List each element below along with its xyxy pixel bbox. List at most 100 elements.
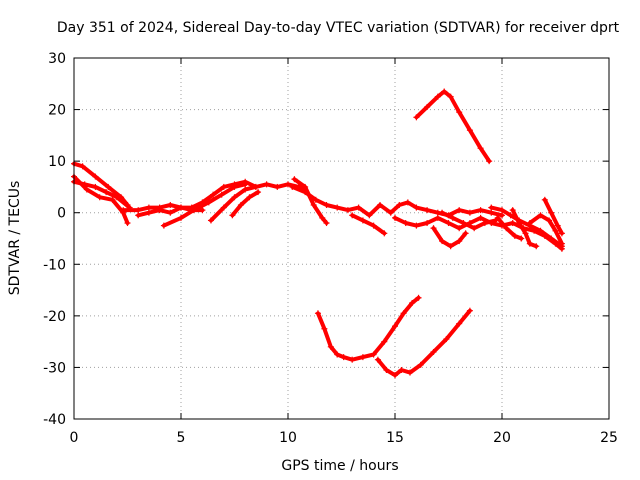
series-line	[542, 197, 564, 236]
series-arc-3	[71, 178, 133, 211]
series-arc-21	[314, 294, 422, 363]
data-point	[477, 207, 484, 214]
series-arc-9	[291, 176, 330, 227]
data-point	[406, 369, 413, 376]
data-point	[558, 240, 565, 247]
data-point	[413, 222, 420, 229]
series-line	[489, 205, 564, 249]
x-tick-label: 0	[70, 430, 79, 446]
data-point	[374, 356, 381, 363]
data-point	[366, 212, 373, 219]
data-point	[537, 212, 544, 219]
data-point	[477, 214, 484, 221]
series-arc-19	[541, 196, 565, 237]
y-tick-label: -20	[43, 309, 66, 325]
data-point	[522, 230, 529, 237]
data-point	[92, 173, 99, 180]
data-point	[445, 220, 452, 227]
grid-lines	[74, 58, 609, 419]
data-point	[424, 220, 431, 227]
data-point	[443, 336, 450, 343]
series-arc-11	[349, 212, 388, 237]
series-arc-13	[430, 225, 469, 250]
data-point	[220, 183, 227, 190]
data-point	[456, 225, 463, 232]
y-tick-label: 0	[57, 206, 66, 222]
data-point	[312, 196, 319, 203]
data-point	[402, 220, 409, 227]
data-point	[199, 207, 206, 214]
plot-frame	[73, 57, 610, 420]
y-axis-label: SDTVAR / TECUs	[7, 181, 23, 296]
axis-ticks	[73, 57, 610, 420]
data-point	[488, 209, 495, 216]
data-point	[135, 212, 142, 219]
data-point	[554, 222, 561, 229]
y-tick-label: -30	[43, 360, 66, 376]
data-point	[344, 207, 351, 214]
data-point	[466, 209, 473, 216]
data-point	[319, 214, 326, 221]
data-point	[456, 238, 463, 245]
series-arc-17	[509, 207, 540, 250]
data-point	[526, 240, 533, 247]
data-point	[229, 212, 236, 219]
data-point	[488, 204, 495, 211]
y-tick-label: 20	[48, 103, 66, 119]
data-point	[103, 189, 110, 196]
data-point	[285, 181, 291, 188]
data-point	[456, 109, 463, 116]
series-line	[350, 213, 387, 236]
data-point	[466, 307, 473, 314]
series-line	[290, 184, 504, 218]
chart-title: Day 351 of 2024, Sidereal Day-to-day VTE…	[57, 20, 620, 36]
data-point	[417, 361, 424, 368]
data-point	[92, 183, 99, 190]
data-point	[310, 201, 317, 208]
data-point	[263, 181, 270, 188]
x-tick-label: 10	[279, 430, 297, 446]
y-tick-label: -10	[43, 257, 66, 273]
data-point	[145, 204, 152, 211]
series-layer	[71, 88, 565, 379]
series-arc-1	[71, 160, 131, 208]
data-point	[105, 183, 112, 190]
data-point	[178, 204, 184, 211]
x-tick-label: 20	[493, 430, 511, 446]
data-point	[302, 183, 309, 190]
data-point	[509, 220, 516, 227]
data-point	[207, 217, 214, 224]
data-point	[516, 220, 523, 227]
data-point	[430, 225, 437, 232]
data-point	[396, 201, 403, 208]
data-point	[370, 222, 377, 229]
data-point	[481, 220, 488, 227]
data-point	[541, 196, 548, 203]
data-point	[456, 320, 463, 327]
data-point	[124, 220, 131, 227]
data-point	[205, 199, 212, 206]
data-point	[511, 232, 518, 239]
data-point	[231, 183, 238, 190]
data-point	[499, 207, 505, 214]
data-point	[274, 183, 281, 190]
data-point	[231, 194, 238, 201]
data-point	[355, 204, 362, 211]
data-point	[178, 214, 184, 221]
data-point	[120, 207, 127, 214]
data-point	[246, 194, 253, 201]
data-point	[471, 225, 478, 232]
series-line	[431, 226, 468, 249]
data-point	[400, 310, 407, 317]
data-point	[507, 212, 514, 219]
data-point	[156, 207, 163, 214]
x-tick-label: 15	[386, 430, 404, 446]
data-point	[349, 356, 356, 363]
series-line	[375, 308, 472, 378]
data-point	[79, 163, 86, 170]
data-point	[359, 217, 366, 224]
data-point	[466, 127, 473, 134]
data-point	[404, 199, 411, 206]
data-point	[370, 351, 377, 358]
data-point	[349, 212, 356, 219]
